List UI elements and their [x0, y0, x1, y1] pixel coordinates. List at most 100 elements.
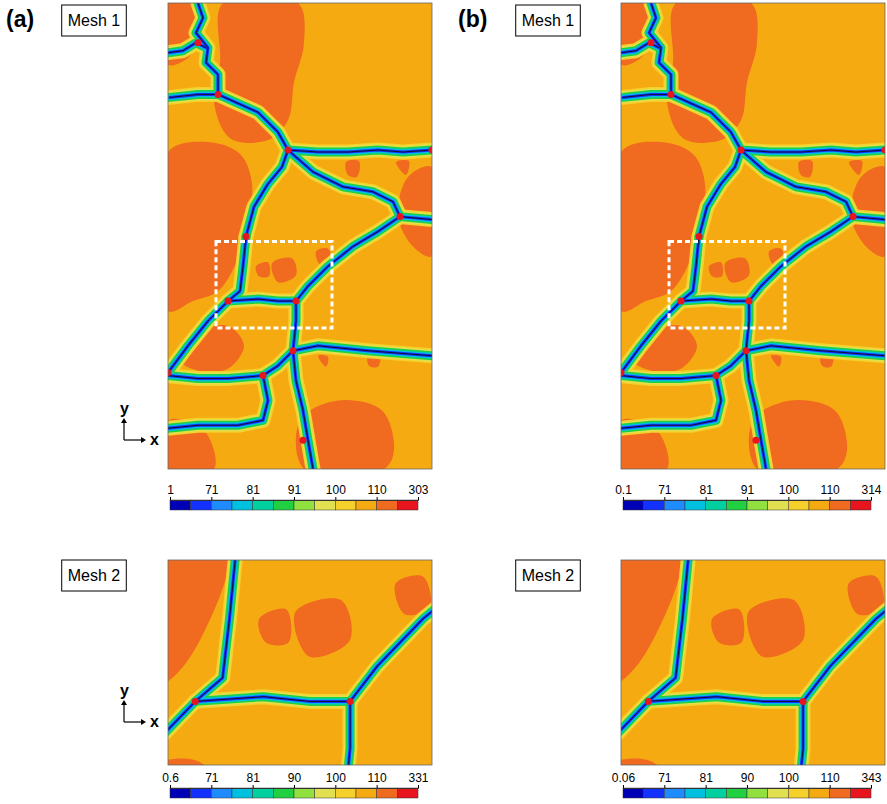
contour-field	[168, 3, 432, 469]
junction	[215, 91, 222, 98]
tick: 81	[246, 483, 260, 500]
grain-boundary	[228, 299, 296, 301]
junction	[293, 298, 300, 305]
grain-boundary	[228, 299, 296, 301]
tick: 100	[326, 771, 346, 788]
grain-boundary	[648, 560, 689, 701]
tick-mark	[830, 497, 831, 500]
grain-boundary	[218, 94, 288, 150]
grain-boundary	[796, 701, 803, 765]
grain-boundary	[741, 150, 885, 152]
tick-label: 110	[368, 483, 387, 497]
colorbar-segment	[315, 500, 336, 510]
grain-boundary	[293, 346, 432, 356]
tick-label: 0.1	[615, 483, 632, 497]
grain-boundary	[296, 217, 400, 301]
grain-boundary	[749, 217, 853, 301]
grain-boundary	[623, 94, 671, 97]
tick: 81	[699, 483, 713, 500]
grain-boundary	[746, 346, 885, 356]
grain-boundary	[168, 301, 228, 373]
contour-region	[345, 160, 360, 178]
tick-mark	[253, 497, 254, 500]
grain-boundary	[853, 217, 885, 220]
tick-mark	[664, 497, 665, 500]
colorbar-segment	[623, 788, 644, 798]
colorbar-segment	[273, 500, 294, 510]
panel-title: Mesh 1	[68, 12, 121, 29]
tick-label: 0.6	[162, 771, 179, 785]
junction	[260, 372, 267, 379]
grain-boundary	[170, 94, 218, 97]
colorbar-segment	[809, 500, 830, 510]
grain-boundary	[288, 150, 400, 217]
colorbar: 0.6718190100110331	[162, 771, 429, 798]
tick: 90	[288, 771, 302, 788]
colorbar-segment	[211, 788, 232, 798]
tick: 314	[861, 483, 881, 500]
grain-boundary	[168, 351, 293, 379]
grain-boundary	[168, 301, 228, 373]
colorbar-segment	[850, 788, 871, 798]
grain-boundary	[623, 94, 671, 97]
grain-boundary	[168, 701, 195, 765]
grain-boundary	[681, 236, 699, 301]
grain-boundary	[296, 217, 400, 301]
tick-label: 81	[699, 771, 713, 785]
tick-label: 81	[246, 483, 260, 497]
tick: 71	[205, 771, 219, 788]
axis-label: x	[150, 713, 159, 730]
grain-boundary	[288, 150, 400, 217]
arrow-head	[121, 700, 127, 705]
tick-mark	[788, 785, 789, 788]
tick-mark	[788, 497, 789, 500]
grain-boundary	[681, 299, 749, 301]
colorbar-segment	[747, 788, 768, 798]
grain-boundary	[293, 301, 296, 351]
grain-boundary	[746, 351, 766, 469]
axis-line	[624, 785, 872, 789]
grain-boundary	[796, 701, 803, 765]
grain-boundary	[343, 701, 350, 765]
colorbar-segment	[232, 788, 253, 798]
zoom-box	[669, 241, 785, 327]
junction	[243, 233, 250, 240]
grain-boundary	[741, 150, 853, 217]
tick: 90	[741, 771, 755, 788]
tick: 1	[167, 483, 174, 500]
grain-boundary	[681, 299, 749, 301]
colorbar-segment	[768, 500, 789, 510]
grain-boundary	[293, 346, 432, 356]
contour-field	[621, 560, 885, 765]
grain-boundary	[648, 560, 689, 701]
colorbar-segment	[644, 788, 665, 798]
grain-boundary	[746, 351, 766, 469]
grain-boundary	[195, 697, 350, 702]
junction	[285, 147, 292, 154]
colorbar-axis: 0.6718190100110331	[162, 771, 429, 789]
grain-boundary	[168, 301, 228, 373]
grain-boundary	[681, 236, 699, 301]
grain-boundary	[621, 301, 681, 373]
grain-boundary	[648, 697, 803, 702]
colorbar-segment	[747, 500, 768, 510]
colorbar-segment	[315, 788, 336, 798]
grain-boundary	[196, 3, 218, 94]
grain-boundary	[741, 150, 885, 152]
grain-boundary	[621, 301, 681, 373]
grain-boundary	[741, 150, 885, 152]
grain-boundary	[218, 94, 288, 150]
tick-label: 314	[861, 483, 881, 497]
tick-mark	[294, 497, 295, 500]
grain-boundary	[195, 697, 350, 702]
panel-title: Mesh 2	[68, 567, 121, 584]
junction	[738, 147, 745, 154]
contour-region	[258, 609, 291, 646]
junction	[743, 347, 750, 354]
junction	[621, 369, 625, 376]
grain-boundary	[699, 150, 741, 236]
grain-boundary	[170, 94, 218, 97]
tick-mark	[418, 785, 419, 788]
colorbar-segment	[335, 500, 356, 510]
colorbar-segment	[706, 788, 727, 798]
